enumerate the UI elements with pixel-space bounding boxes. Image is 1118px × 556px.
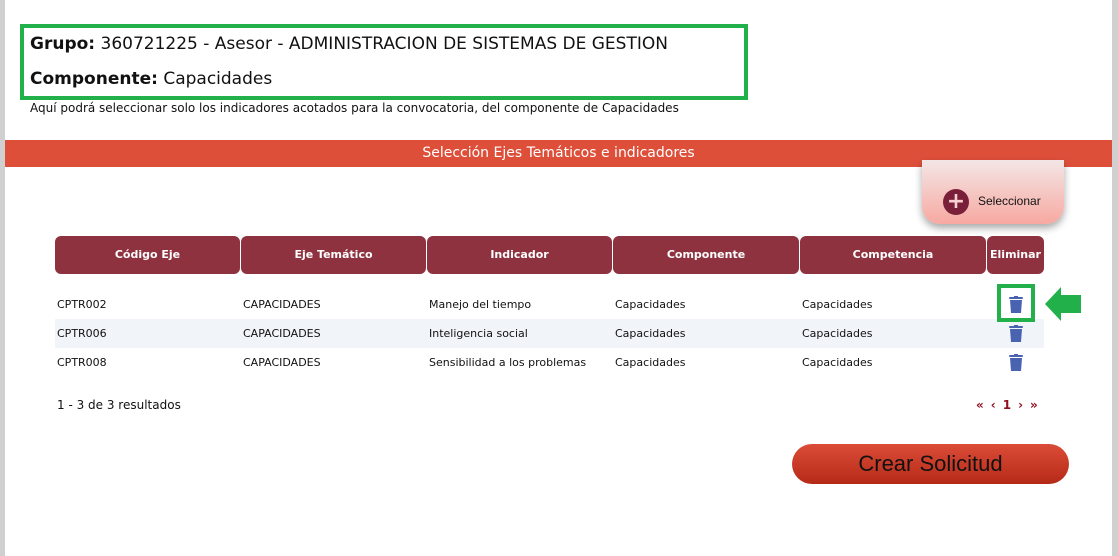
eje-cell: CAPACIDADES — [243, 327, 321, 340]
codigo-cell: CPTR008 — [57, 356, 107, 369]
componente-label: Componente: — [30, 69, 158, 89]
section-banner: Selección Ejes Temáticos e indicadores — [5, 140, 1112, 167]
indicador-cell: Manejo del tiempo — [429, 298, 532, 311]
next-page-button[interactable]: › — [1018, 398, 1024, 412]
first-page-button[interactable]: « — [976, 398, 984, 412]
competencia-cell: Capacidades — [802, 298, 873, 311]
table-row: CPTR008 CAPACIDADES Sensibilidad a los pro… — [55, 348, 1044, 377]
componente-cell: Capacidades — [615, 298, 686, 311]
codigo-cell: CPTR006 — [57, 327, 107, 340]
eje-cell: CAPACIDADES — [243, 298, 321, 311]
column-header-eje: Eje Temático — [241, 236, 426, 274]
results-count: 1 - 3 de 3 resultados — [57, 398, 181, 412]
description: Aquí podrá seleccionar solo los indicado… — [30, 101, 679, 115]
componente-value: Capacidades — [163, 69, 273, 89]
grupo-line: Grupo: 360721225 - Asesor - ADMINISTRACI… — [30, 34, 668, 54]
competencia-cell: Capacidades — [802, 356, 873, 369]
group-info-box: Grupo: 360721225 - Asesor - ADMINISTRACI… — [20, 24, 748, 100]
componente-cell: Capacidades — [615, 356, 686, 369]
last-page-button[interactable]: » — [1030, 398, 1038, 412]
highlight-box — [997, 284, 1035, 322]
column-header-componente: Componente — [613, 236, 799, 274]
table-row: CPTR002 CAPACIDADES Manejo del tiempo Capac… — [55, 290, 1044, 319]
seleccionar-label: Seleccionar — [978, 194, 1041, 208]
codigo-cell: CPTR002 — [57, 298, 107, 311]
column-header-eliminar: Eliminar — [987, 236, 1044, 274]
indicador-cell: Inteligencia social — [429, 327, 528, 340]
grupo-label: Grupo: — [30, 34, 96, 54]
left-border — [0, 0, 5, 556]
trash-icon[interactable] — [1009, 325, 1023, 342]
arrow-left-icon — [1045, 287, 1081, 321]
crear-solicitud-button[interactable]: Crear Solicitud — [792, 444, 1069, 484]
column-header-competencia: Competencia — [800, 236, 986, 274]
competencia-cell: Capacidades — [802, 327, 873, 340]
grupo-value: 360721225 - Asesor - ADMINISTRACION DE S… — [100, 34, 668, 54]
pagination: « ‹ 1 › » — [976, 398, 1045, 412]
trash-icon[interactable] — [1009, 296, 1023, 313]
componente-cell: Capacidades — [615, 327, 686, 340]
plus-circle-icon: + — [943, 189, 969, 215]
indicador-cell: Sensibilidad a los problemas — [429, 356, 587, 369]
trash-icon[interactable] — [1009, 354, 1023, 371]
scrollbar[interactable] — [1112, 0, 1118, 556]
componente-line: Componente: Capacidades — [30, 69, 272, 89]
column-header-codigo: Código Eje — [55, 236, 240, 274]
table-row: CPTR006 CAPACIDADES Inteligencia social Cap… — [55, 319, 1044, 348]
column-header-indicador: Indicador — [427, 236, 612, 274]
seleccionar-button[interactable]: + Seleccionar — [922, 160, 1064, 224]
eje-cell: CAPACIDADES — [243, 356, 321, 369]
prev-page-button[interactable]: ‹ — [990, 398, 996, 412]
page-1[interactable]: 1 — [1002, 398, 1012, 412]
